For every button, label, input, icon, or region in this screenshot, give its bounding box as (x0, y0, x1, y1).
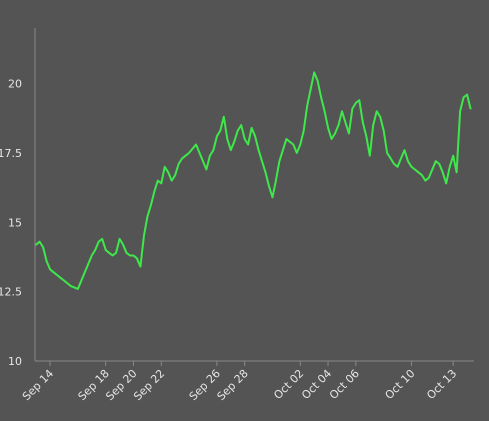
y-tick: 17.5 (0, 147, 22, 160)
x-tick: Sep 28 (215, 361, 251, 403)
x-tick: Oct 13 (424, 361, 459, 402)
x-tick: Oct 06 (327, 361, 362, 402)
x-tick: Sep 14 (20, 361, 56, 403)
x-tick-label: Sep 22 (131, 367, 167, 403)
y-tick-label: 15 (8, 216, 22, 229)
x-tick-label: Oct 13 (424, 367, 459, 402)
y-tick: 12.5 (0, 286, 22, 299)
y-tick-label: 12.5 (0, 286, 22, 299)
x-tick: Oct 10 (383, 361, 418, 402)
y-tick-label: 20 (8, 78, 22, 91)
x-tick-label: Sep 28 (215, 367, 251, 403)
x-tick-label: Oct 06 (327, 367, 362, 402)
x-tick-label: Oct 04 (299, 367, 334, 402)
y-tick: 15 (8, 216, 22, 229)
x-tick: Sep 22 (131, 361, 167, 403)
y-tick-label: 17.5 (0, 147, 22, 160)
series-layer (35, 71, 472, 290)
x-tick-label: Oct 02 (271, 367, 306, 402)
x-tick-label: Sep 14 (20, 367, 56, 403)
x-tick-label: Oct 10 (383, 367, 418, 402)
y-tick-label: 10 (8, 355, 22, 368)
y-axis: 10 12.5 15 17.5 20 (0, 28, 36, 368)
series-line (35, 71, 472, 290)
y-tick: 20 (8, 78, 22, 91)
y-tick: 10 (8, 355, 22, 368)
